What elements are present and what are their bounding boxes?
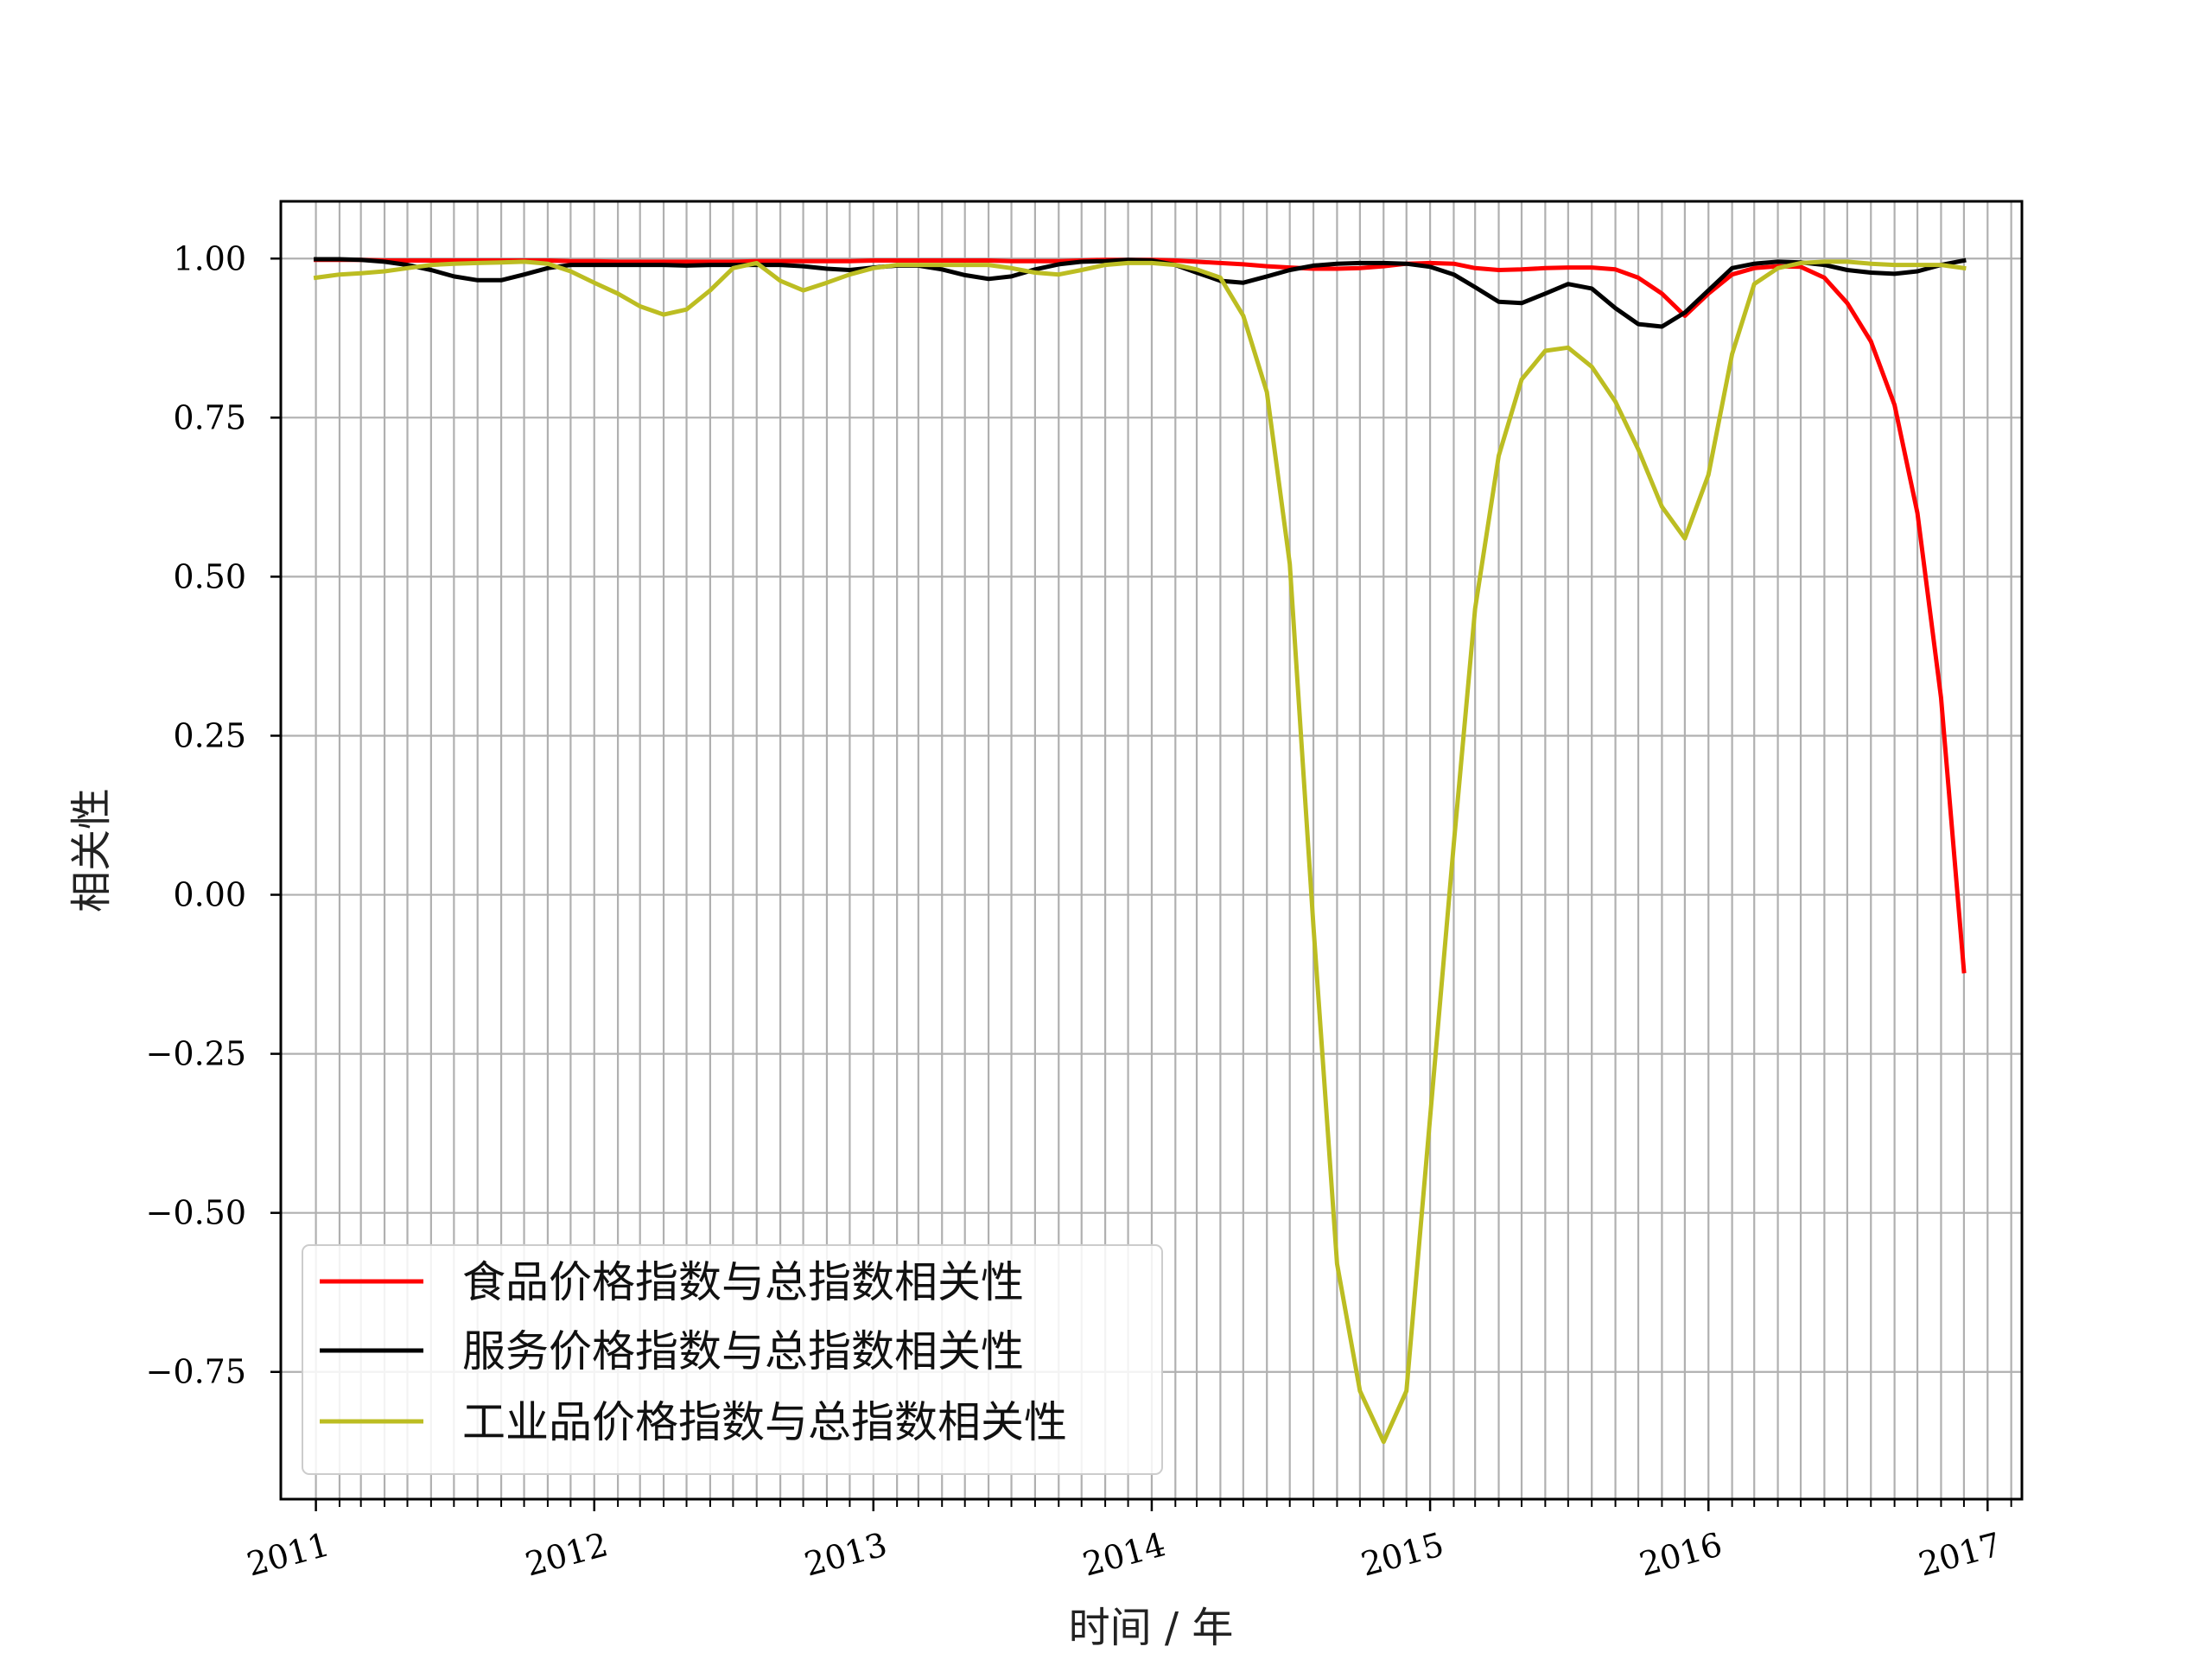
series-line-industrial bbox=[313, 259, 1967, 1445]
series-lines bbox=[313, 257, 1967, 1445]
x-axis-label: 时间 / 年 bbox=[1069, 1604, 1234, 1652]
legend: 食品价格指数与总指数相关性 服务价格指数与总指数相关性 工业品价格指数与总指数相… bbox=[302, 1244, 1163, 1475]
y-tick-label: 1.00 bbox=[173, 239, 246, 277]
legend-label-service: 服务价格指数与总指数相关性 bbox=[462, 1326, 1024, 1376]
y-axis-ticks: 1.00 0.75 0.50 0.25 0.00 −0.25 −0.50 −0.75 bbox=[146, 239, 281, 1391]
y-tick-label: 0.75 bbox=[173, 398, 246, 436]
legend-label-food: 食品价格指数与总指数相关性 bbox=[462, 1257, 1024, 1307]
y-tick-label: −0.25 bbox=[146, 1035, 246, 1073]
y-tick-label: 0.25 bbox=[173, 716, 246, 754]
y-tick-label: 0.50 bbox=[173, 557, 246, 595]
y-axis-label: 相关性 bbox=[67, 788, 116, 912]
y-tick-label: −0.50 bbox=[146, 1194, 246, 1232]
legend-box bbox=[302, 1244, 1163, 1475]
y-tick-label: 0.00 bbox=[173, 876, 246, 914]
y-tick-label: −0.75 bbox=[146, 1353, 246, 1391]
series-line-service bbox=[314, 257, 1967, 329]
legend-label-industrial: 工业品价格指数与总指数相关性 bbox=[462, 1397, 1067, 1447]
